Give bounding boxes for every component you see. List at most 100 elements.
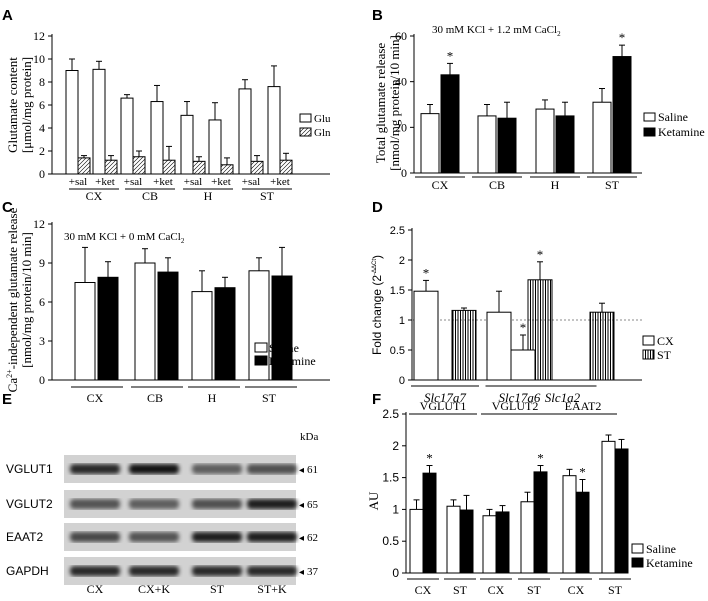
panel-letter-d: D bbox=[372, 199, 383, 216]
panel-d-legend-st: ST bbox=[657, 348, 672, 362]
panel-c-annotation-subscript: 2 bbox=[181, 237, 185, 245]
panel-b-annotation: 30 mM KCl + 1.2 mM CaCl2 bbox=[432, 24, 561, 38]
panel-a-y-tick-label: 4 bbox=[39, 121, 45, 135]
panel-f-x-label: ST bbox=[608, 583, 623, 597]
panel-f-x-label: CX bbox=[568, 583, 585, 597]
panel-c-legend-ketamine: Ketamine bbox=[269, 354, 316, 368]
panel-b-annotation-subscript: 2 bbox=[557, 30, 561, 38]
panel-f-significance: * bbox=[537, 451, 544, 466]
panel-e-band bbox=[247, 532, 297, 542]
panel-a-treatment-label: +sal bbox=[242, 176, 260, 188]
panel-e-band bbox=[129, 499, 179, 509]
panel-e-band bbox=[70, 566, 120, 576]
panel-e-band bbox=[247, 499, 297, 509]
panel-f-y-tick-label: 1.5 bbox=[382, 471, 399, 485]
panel-f-x-label: ST bbox=[527, 583, 542, 597]
panel-c-y-tick-label: 12 bbox=[33, 217, 45, 231]
panel-f-protein-label: VGLUT2 bbox=[492, 399, 539, 413]
panel-f-protein-label: VGLUT1 bbox=[420, 399, 467, 413]
panel-d-y-tick-label: 2 bbox=[399, 255, 405, 267]
panel-a-bar-gln bbox=[132, 156, 146, 175]
panel-a-bar-glu bbox=[208, 119, 222, 175]
panel-e-band bbox=[70, 464, 120, 474]
panel-e-band bbox=[192, 499, 242, 509]
panel-a-y-label: Glutamate content[μmol/mg protein] bbox=[5, 57, 34, 153]
panel-e-band bbox=[247, 464, 297, 474]
panel-a-y-tick-label: 0 bbox=[39, 167, 45, 181]
panel-e-band bbox=[247, 566, 297, 576]
panel-c-x-label: H bbox=[208, 391, 217, 405]
panel-b-significance: * bbox=[619, 30, 626, 45]
panel-d-y-tick-label: 1 bbox=[399, 315, 405, 327]
panel-f-bar-ketamine bbox=[459, 509, 474, 574]
panel-b-legend-swatch-ketamine bbox=[643, 127, 656, 137]
panel-d-y-label-superscript: -ΔΔCt bbox=[372, 259, 378, 275]
panel-d-significance-cx: * bbox=[423, 265, 430, 280]
panel-f-bar-saline bbox=[601, 440, 616, 574]
panel-c-annotation: 30 mM KCl + 0 mM CaCl2 bbox=[64, 231, 185, 245]
panel-f-y-tick-label: 2 bbox=[392, 439, 399, 453]
panel-c-bar-saline bbox=[74, 282, 96, 381]
panel-d-legend-swatch-cx bbox=[642, 335, 655, 346]
panel-e-lane-label: CX+K bbox=[138, 582, 170, 596]
panel-d-bar-cx bbox=[413, 290, 439, 381]
panel-b-legend-saline: Saline bbox=[658, 110, 688, 124]
panel-f-bar-ketamine bbox=[614, 448, 629, 574]
panel-b-y-tick-label: 20 bbox=[395, 120, 407, 134]
panel-c-x-label: ST bbox=[262, 391, 277, 405]
panel-d-y-tick-label: 0.5 bbox=[390, 345, 405, 357]
panel-a-bar-glu bbox=[120, 97, 134, 175]
panel-c-bar-ketamine bbox=[97, 276, 119, 381]
panel-d-significance-st: * bbox=[537, 247, 544, 262]
panel-b-legend-swatch-saline bbox=[643, 112, 656, 122]
panel-c-x-label: CB bbox=[147, 391, 163, 405]
panel-a-bar-gln bbox=[250, 160, 264, 175]
panel-b-y-label: Total glutamate release[nmol/mg protein/… bbox=[373, 35, 402, 171]
panel-f-x-label: ST bbox=[453, 583, 468, 597]
panel-e-lane-label: ST bbox=[210, 582, 225, 596]
panel-a-y-tick-label: 2 bbox=[39, 144, 45, 158]
panel-d-significance-cx: * bbox=[520, 320, 527, 335]
panel-c-bar-saline bbox=[191, 291, 213, 381]
panel-a-bar-glu bbox=[65, 70, 79, 175]
panel-c-legend-swatch-saline bbox=[254, 342, 268, 353]
panel-b-y-tick-label: 60 bbox=[395, 29, 407, 43]
panel-a-bar-glu bbox=[150, 101, 164, 175]
panel-d-y-label: Fold change (2-ΔΔCt) bbox=[370, 255, 384, 355]
panel-d-y-tick-label: 1.5 bbox=[390, 285, 405, 297]
panel-letter-b: B bbox=[372, 7, 383, 24]
panel-c-legend-saline: Saline bbox=[269, 341, 299, 355]
panel-c-bar-ketamine bbox=[157, 271, 179, 381]
panel-d-chart: 0 0.5 1 1.5 2 2.5 Fold change (2-ΔΔCt) * Slc17a7… bbox=[370, 225, 674, 405]
panel-d-x-label: Slc1a2 bbox=[545, 390, 581, 405]
panel-a-y-label-line: [μmol/mg protein] bbox=[19, 57, 34, 153]
panel-letter-a: A bbox=[2, 7, 13, 24]
panel-a-legend-swatch-gln bbox=[299, 127, 312, 137]
panel-a-bar-gln bbox=[220, 164, 234, 175]
panel-a-chart: 0 2 4 6 8 10 12 Glutamate content[μmol/mg prote… bbox=[5, 29, 331, 203]
panel-b-x-label: CX bbox=[432, 178, 449, 192]
panel-f-bar-ketamine bbox=[422, 472, 437, 574]
panel-f-bar-ketamine bbox=[575, 491, 590, 574]
panel-d-bar-st bbox=[451, 309, 477, 381]
panel-c-y-tick-label: 3 bbox=[39, 334, 45, 348]
panel-e-arrow: ◂ bbox=[299, 567, 304, 578]
panel-a-bar-glu bbox=[180, 114, 194, 175]
panel-b-bar-saline bbox=[477, 115, 497, 174]
panel-d-x-label: Slc17a7 bbox=[424, 390, 466, 405]
panel-b-bar-saline bbox=[535, 108, 555, 174]
panel-f-legend-ketamine: Ketamine bbox=[646, 556, 693, 570]
panel-d-legend-swatch-st bbox=[642, 349, 655, 360]
panel-c-y-label-superscript: 2+ bbox=[5, 369, 14, 378]
panel-e-kda-value: 65 bbox=[307, 499, 319, 511]
panel-a-treatment-label: +ket bbox=[211, 176, 231, 188]
panel-f-significance: * bbox=[579, 465, 586, 480]
panel-a-y-tick-label: 6 bbox=[39, 98, 45, 112]
panel-d-bar-st bbox=[589, 311, 615, 381]
panel-e-lane-label: ST+K bbox=[257, 582, 287, 596]
panel-c-legend-swatch-ketamine bbox=[254, 355, 268, 366]
panel-b-bar-ketamine bbox=[440, 74, 460, 174]
panel-b-bar-saline bbox=[420, 113, 440, 174]
panel-f-bar-saline bbox=[446, 505, 461, 574]
